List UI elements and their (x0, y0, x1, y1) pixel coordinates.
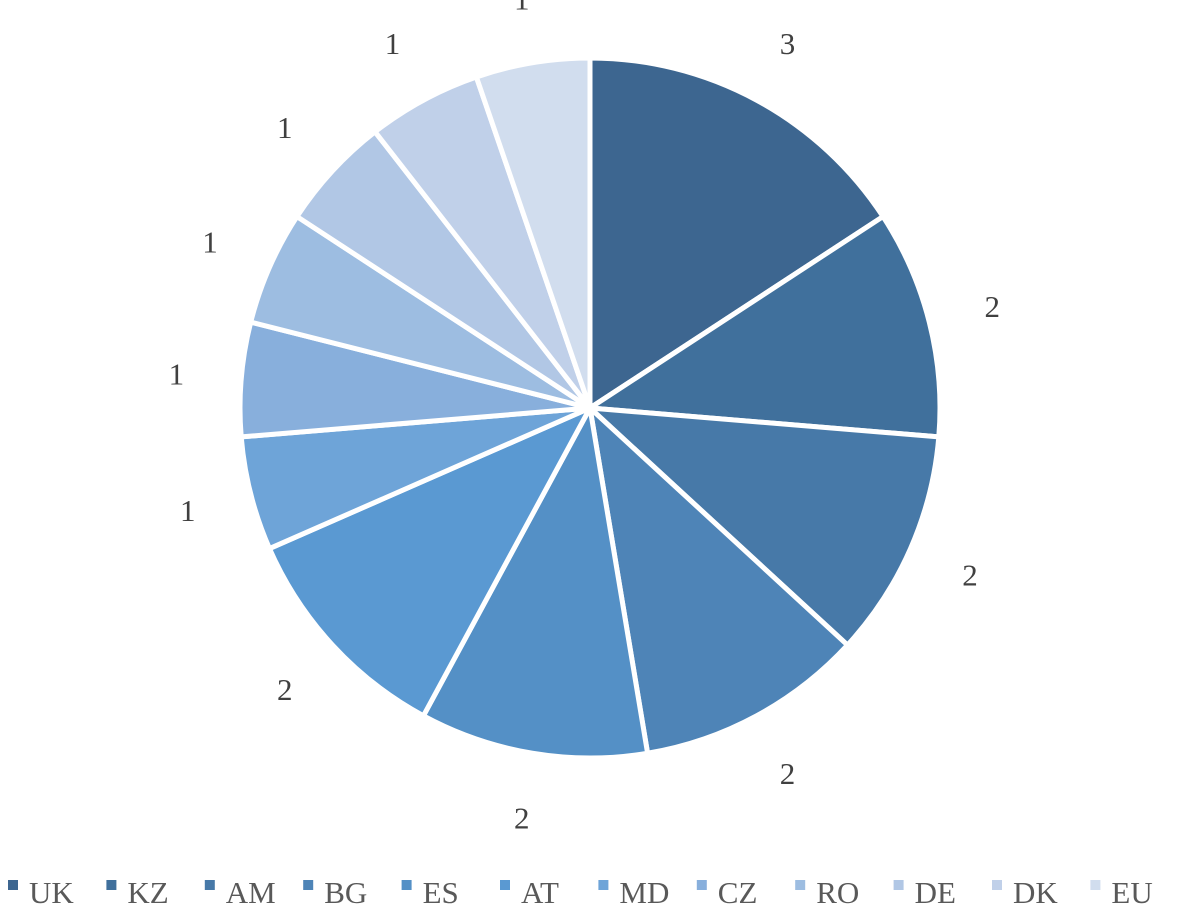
legend-label-es: ES (423, 875, 459, 910)
legend-item-ro: RO (795, 875, 859, 910)
legend-label-uk: UK (29, 875, 74, 910)
legend-swatch-at (500, 880, 510, 890)
data-label-uk: 3 (780, 26, 796, 61)
data-label-de: 1 (277, 110, 293, 145)
legend-label-de: DE (915, 875, 956, 910)
legend-label-at: AT (521, 875, 559, 910)
legend-swatch-dk (992, 880, 1002, 890)
legend-item-dk: DK (992, 875, 1058, 910)
legend-swatch-de (893, 880, 904, 890)
legend-item-de: DE (893, 875, 956, 910)
legend-label-eu: EU (1111, 875, 1152, 910)
legend-label-cz: CZ (718, 875, 758, 910)
pie-slice-kz (587, 214, 943, 440)
legend-item-bg: BG (303, 875, 367, 910)
legend-item-am: AM (204, 875, 276, 910)
legend-item-kz: KZ (106, 875, 169, 910)
data-label-kz: 2 (985, 289, 1001, 324)
data-label-bg: 2 (780, 756, 796, 791)
data-labels: 3 2 2 2 2 2 1 1 1 1 1 1 (169, 0, 1000, 835)
pie-slice-uk (587, 55, 886, 411)
data-label-dk: 1 (385, 26, 401, 61)
legend-item-es: ES (401, 875, 459, 910)
data-label-cz: 1 (169, 357, 185, 392)
data-label-am: 2 (962, 558, 978, 593)
legend-swatch-cz (696, 880, 707, 890)
legend-label-kz: KZ (127, 875, 168, 910)
data-label-at: 2 (277, 672, 293, 707)
pie-slice-eu (473, 55, 593, 411)
legend-swatch-eu (1090, 880, 1101, 890)
data-label-md: 1 (180, 493, 196, 528)
legend-swatch-bg (303, 880, 314, 890)
pie-slices (237, 55, 943, 761)
data-label-eu: 1 (514, 0, 530, 17)
data-label-ro: 1 (202, 224, 218, 259)
legend-swatch-uk (8, 880, 18, 890)
legend-item-md: MD (598, 875, 669, 910)
legend-label-md: MD (619, 875, 669, 910)
pie-slice-at (266, 405, 593, 719)
legend-swatch-md (598, 880, 609, 890)
legend-swatch-kz (106, 880, 117, 890)
legend-label-ro: RO (816, 875, 859, 910)
legend-label-am: AM (226, 875, 276, 910)
pie-slice-bg (587, 405, 850, 756)
legend-item-cz: CZ (696, 875, 758, 910)
legend: UK KZ AM BG ES AT MD CZ RO DE DK EU (8, 875, 1153, 910)
legend-item-at: AT (500, 875, 559, 910)
data-label-es: 2 (514, 800, 530, 835)
legend-item-uk: UK (8, 875, 74, 910)
pie-slice-am (587, 405, 942, 648)
legend-label-dk: DK (1013, 875, 1058, 910)
legend-swatch-am (204, 880, 215, 890)
legend-swatch-ro (795, 880, 806, 890)
legend-item-eu: EU (1090, 875, 1153, 910)
legend-swatch-es (401, 880, 412, 890)
legend-label-bg: BG (324, 875, 367, 910)
pie-slice-es (420, 405, 651, 761)
